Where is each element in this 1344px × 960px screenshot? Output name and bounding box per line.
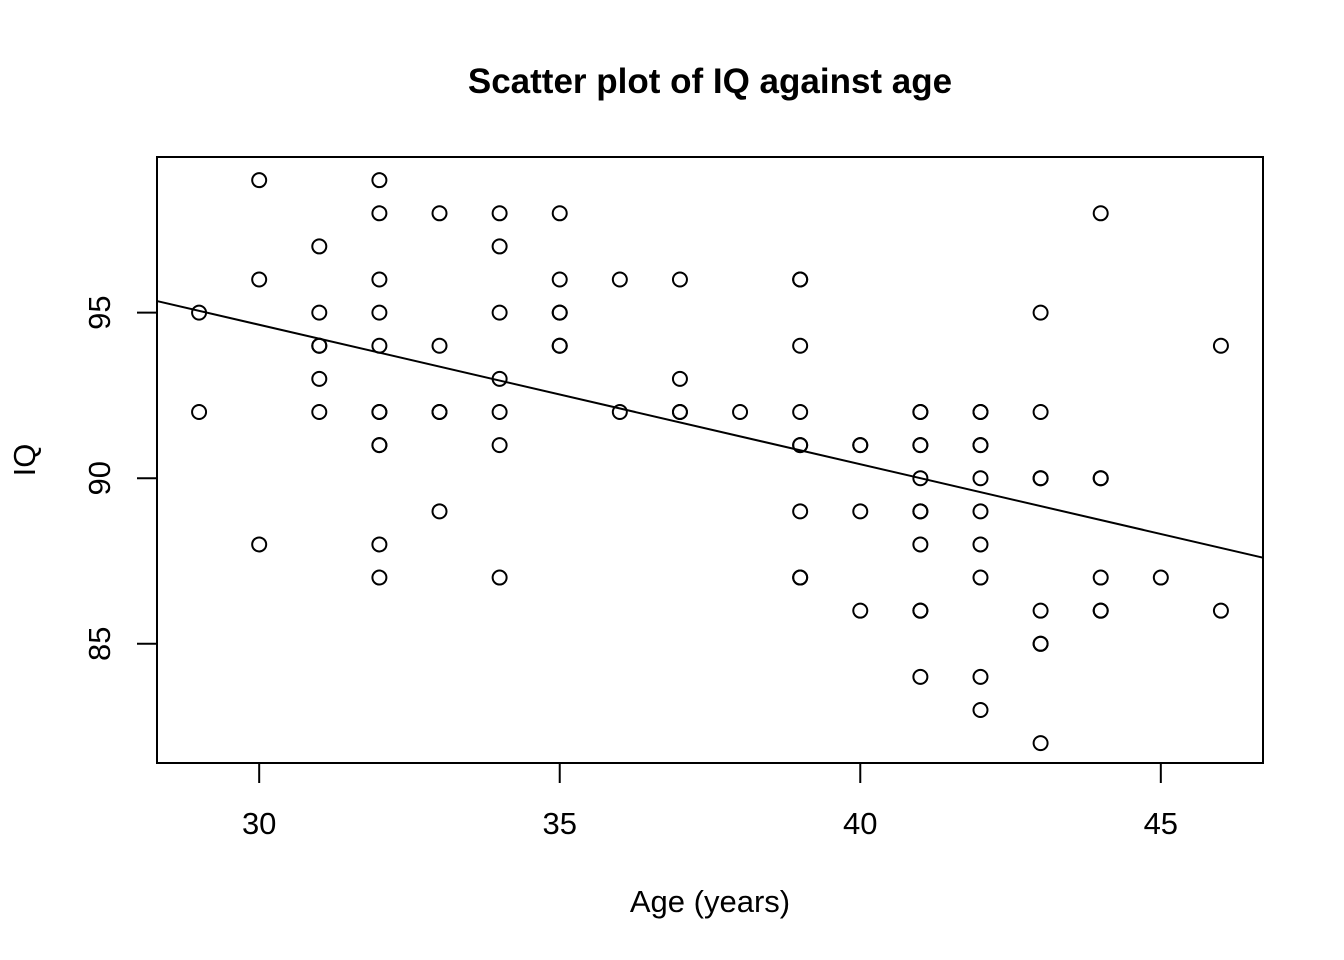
x-axis: 30 35 40 45 xyxy=(242,762,1178,841)
data-point xyxy=(371,172,388,189)
data-point xyxy=(551,271,568,288)
data-point xyxy=(491,205,508,222)
data-point xyxy=(371,437,388,454)
data-point xyxy=(852,602,869,619)
data-point xyxy=(852,503,869,520)
data-point xyxy=(972,668,989,685)
x-tick-label: 45 xyxy=(1144,806,1178,841)
data-point xyxy=(491,238,508,255)
data-point xyxy=(1092,602,1109,619)
y-tick-label: 90 xyxy=(82,461,117,495)
data-point xyxy=(912,470,929,487)
data-point xyxy=(972,569,989,586)
data-point xyxy=(912,403,929,420)
data-point xyxy=(311,304,328,321)
data-point xyxy=(371,569,388,586)
data-point xyxy=(1032,403,1049,420)
data-point xyxy=(1032,635,1049,652)
data-point xyxy=(912,503,929,520)
data-point xyxy=(912,536,929,553)
data-point xyxy=(1032,304,1049,321)
data-point xyxy=(972,403,989,420)
data-point xyxy=(551,304,568,321)
data-point xyxy=(792,569,809,586)
data-point xyxy=(371,304,388,321)
data-point xyxy=(671,271,688,288)
data-point xyxy=(671,370,688,387)
data-point xyxy=(491,437,508,454)
data-point xyxy=(972,437,989,454)
data-point xyxy=(972,702,989,719)
data-point xyxy=(792,337,809,354)
data-point xyxy=(792,503,809,520)
data-point xyxy=(912,602,929,619)
data-point xyxy=(1032,470,1049,487)
data-point xyxy=(972,536,989,553)
data-point xyxy=(852,437,869,454)
data-point xyxy=(251,172,268,189)
y-axis-label: IQ xyxy=(7,444,42,477)
regression-line-layer xyxy=(156,300,1264,559)
data-point xyxy=(251,536,268,553)
data-point xyxy=(371,271,388,288)
y-tick-label: 95 xyxy=(82,295,117,329)
data-point xyxy=(1152,569,1169,586)
data-point xyxy=(491,403,508,420)
data-point xyxy=(1212,337,1229,354)
data-point xyxy=(611,403,628,420)
regression-line xyxy=(156,300,1264,559)
data-point xyxy=(1212,602,1229,619)
data-point xyxy=(1032,602,1049,619)
data-point xyxy=(311,238,328,255)
data-point xyxy=(311,370,328,387)
data-point xyxy=(792,403,809,420)
data-point xyxy=(551,337,568,354)
data-point xyxy=(431,403,448,420)
data-point xyxy=(972,503,989,520)
data-point xyxy=(671,403,688,420)
data-point xyxy=(551,205,568,222)
data-point xyxy=(792,271,809,288)
data-point xyxy=(371,536,388,553)
data-point xyxy=(611,271,628,288)
y-axis: 85 90 95 xyxy=(82,295,158,661)
data-point xyxy=(191,403,208,420)
data-point xyxy=(431,205,448,222)
data-point xyxy=(912,437,929,454)
data-point xyxy=(371,403,388,420)
plot-area xyxy=(156,156,1264,764)
y-tick-label: 85 xyxy=(82,627,117,661)
data-point xyxy=(311,403,328,420)
data-point xyxy=(431,503,448,520)
data-point xyxy=(371,205,388,222)
data-point xyxy=(251,271,268,288)
data-point xyxy=(1092,470,1109,487)
data-point xyxy=(912,668,929,685)
chart-title: Scatter plot of IQ against age xyxy=(468,62,952,101)
x-axis-label: Age (years) xyxy=(630,884,790,919)
data-point xyxy=(431,337,448,354)
x-tick-label: 40 xyxy=(843,806,877,841)
data-point xyxy=(1032,735,1049,752)
data-point xyxy=(972,470,989,487)
data-point xyxy=(1092,205,1109,222)
x-tick-label: 30 xyxy=(242,806,276,841)
data-point xyxy=(491,304,508,321)
data-points xyxy=(191,172,1229,752)
x-tick-label: 35 xyxy=(542,806,576,841)
data-point xyxy=(792,437,809,454)
data-point xyxy=(732,403,749,420)
data-point xyxy=(1092,569,1109,586)
data-point xyxy=(491,569,508,586)
